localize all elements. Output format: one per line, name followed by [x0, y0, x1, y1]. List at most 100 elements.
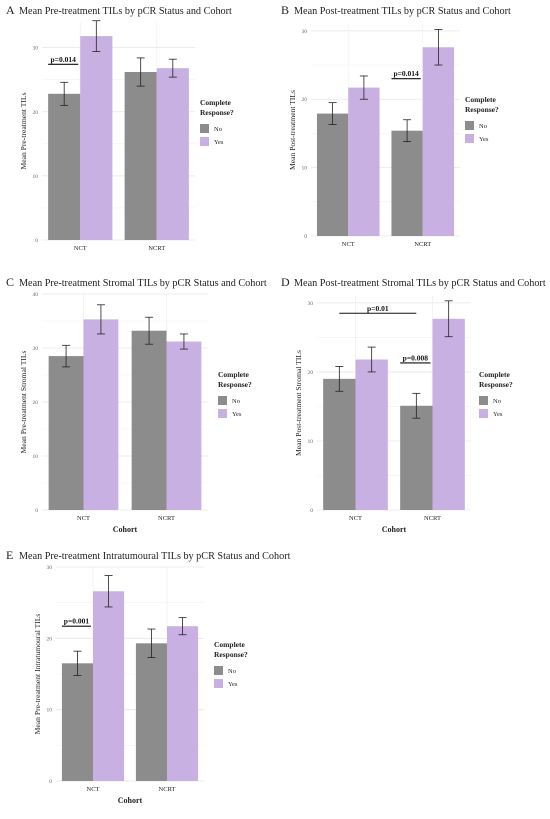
legend-title: Complete	[465, 95, 496, 104]
y-tick-label: 30	[33, 46, 39, 52]
bar-yes-nct	[355, 359, 388, 510]
y-axis-label: Mean Post-treatment Stromal TILs	[294, 350, 303, 456]
legend-title: Response?	[218, 380, 252, 389]
bar-yes-ncrt	[432, 318, 465, 510]
y-tick-label: 30	[308, 301, 314, 307]
panel-letter: B	[281, 3, 289, 17]
x-axis-label: Cohort	[382, 525, 407, 534]
legend-label-yes: Yes	[214, 139, 224, 146]
panel-e: E Mean Pre-treatment Intratumoural TILs b…	[6, 548, 291, 805]
legend-swatch-no	[479, 396, 488, 405]
x-tick-label: NCT	[87, 786, 100, 793]
chart-title: Mean Pre-treatment TILs by pCR Status an…	[19, 6, 232, 17]
legend-swatch-yes	[479, 409, 488, 418]
y-tick-label: 20	[33, 400, 39, 406]
legend-label-yes: Yes	[479, 136, 489, 143]
x-tick-label: NCT	[77, 515, 90, 522]
y-tick-label: 30	[302, 29, 308, 35]
y-tick-label: 0	[304, 234, 307, 240]
chart-title: Mean Post-treatment TILs by pCR Status a…	[294, 6, 511, 17]
legend-swatch-yes	[465, 134, 474, 143]
y-tick-label: 0	[35, 238, 38, 244]
y-tick-label: 10	[33, 174, 39, 180]
legend-label-yes: Yes	[493, 411, 503, 418]
legend-title: Complete	[200, 98, 231, 107]
bar-yes-nct	[348, 87, 380, 236]
y-axis-label: Mean Post-treatment TILs	[288, 90, 297, 170]
panel-letter: A	[6, 3, 15, 17]
legend-label-no: No	[214, 126, 222, 133]
bar-yes-nct	[83, 319, 119, 510]
legend-title: Response?	[465, 105, 499, 114]
bar-no-ncrt	[135, 643, 167, 781]
y-tick-label: 10	[302, 166, 308, 172]
p-value-label: p=0.014	[393, 69, 419, 78]
x-axis-label: Cohort	[118, 796, 143, 805]
legend-label-no: No	[493, 398, 501, 405]
y-tick-label: 10	[33, 454, 39, 460]
y-tick-label: 0	[35, 508, 38, 514]
legend-title: Response?	[200, 108, 234, 117]
bar-no-nct	[316, 113, 349, 236]
y-tick-label: 20	[308, 370, 314, 376]
bar-yes-nct	[93, 591, 125, 781]
x-tick-label: NCRT	[424, 515, 441, 522]
x-axis-label: Cohort	[113, 525, 138, 534]
x-tick-label: NCRT	[159, 786, 176, 793]
legend-label-no: No	[232, 398, 240, 405]
x-tick-label: NCRT	[148, 245, 165, 252]
bar-no-nct	[61, 663, 93, 781]
x-tick-label: NCT	[74, 245, 87, 252]
bar-no-nct	[48, 93, 81, 240]
legend-swatch-yes	[200, 137, 209, 146]
legend-label-no: No	[228, 668, 236, 675]
panel-b: B Mean Post-treatment TILs by pCR Status …	[281, 3, 511, 248]
legend-swatch-yes	[214, 679, 223, 688]
bar-no-ncrt	[400, 405, 433, 510]
panel-letter: E	[6, 548, 13, 562]
y-tick-label: 0	[310, 508, 313, 514]
bar-no-ncrt	[131, 330, 167, 510]
x-tick-label: NCRT	[158, 515, 175, 522]
chart-title: Mean Pre-treatment Intratumoural TILs by…	[19, 551, 291, 562]
legend-swatch-no	[200, 124, 209, 133]
legend-label-yes: Yes	[228, 681, 238, 688]
panel-c: C Mean Pre-treatment Stromal TILs by pCR …	[6, 275, 267, 534]
legend-title: Response?	[214, 650, 248, 659]
panel-letter: D	[281, 275, 290, 289]
legend-title: Complete	[214, 640, 245, 649]
p-value-label: p=0.014	[51, 55, 77, 64]
legend-swatch-no	[214, 666, 223, 675]
x-tick-label: NCT	[349, 515, 362, 522]
legend-title: Complete	[218, 370, 249, 379]
legend-swatch-no	[218, 396, 227, 405]
y-tick-label: 10	[308, 439, 314, 445]
panel-letter: C	[6, 275, 14, 289]
chart-title: Mean Pre-treatment Stromal TILs by pCR S…	[19, 278, 267, 289]
bar-no-ncrt	[124, 72, 157, 240]
legend-title: Response?	[479, 380, 513, 389]
y-tick-label: 10	[47, 708, 53, 714]
bar-yes-ncrt	[166, 341, 202, 510]
y-tick-label: 40	[33, 292, 39, 298]
p-value-label: p=0.008	[403, 353, 429, 362]
y-axis-label: Mean Pre-treatment TILs	[19, 92, 28, 169]
y-tick-label: 20	[302, 97, 308, 103]
panel-d: D Mean Post-treatment Stromal TILs by pCR…	[281, 275, 546, 534]
bar-no-nct	[323, 378, 356, 510]
p-value-label: p=0.001	[64, 617, 90, 626]
legend-label-no: No	[479, 123, 487, 130]
y-tick-label: 30	[47, 565, 53, 571]
chart-title: Mean Post-treatment Stromal TILs by pCR …	[294, 278, 546, 289]
y-tick-label: 30	[33, 346, 39, 352]
y-tick-label: 0	[49, 779, 52, 785]
legend-label-yes: Yes	[232, 411, 242, 418]
legend-swatch-no	[465, 121, 474, 130]
bar-yes-ncrt	[422, 47, 455, 236]
y-axis-label: Mean Pre-treatment Stromal TILs	[19, 350, 28, 453]
bar-yes-ncrt	[167, 626, 199, 781]
x-tick-label: NCRT	[414, 241, 431, 248]
y-tick-label: 20	[47, 636, 53, 642]
y-tick-label: 20	[33, 110, 39, 116]
bar-yes-nct	[80, 36, 113, 240]
